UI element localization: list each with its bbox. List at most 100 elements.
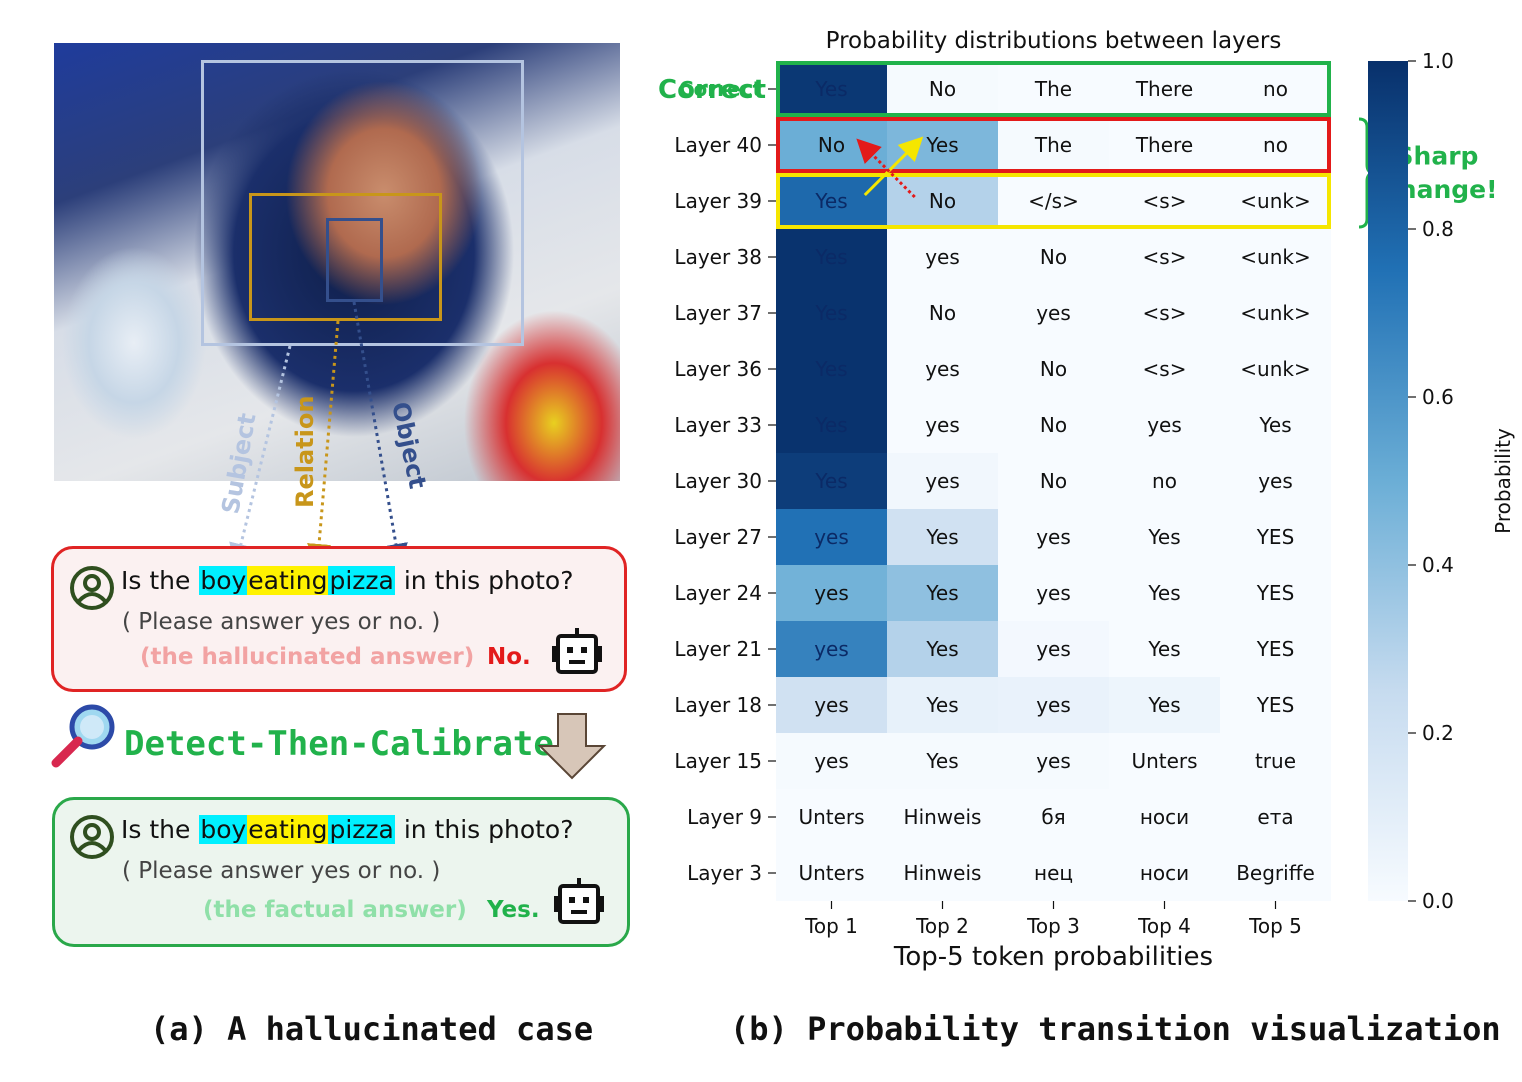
cell-token: <s> — [1143, 357, 1187, 381]
cell-token: yes — [1258, 469, 1293, 493]
cell-token: Hinweis — [904, 861, 982, 885]
hallucinated-answer-note: (the hallucinated answer) — [140, 644, 475, 670]
heatmap-cell — [998, 229, 1109, 285]
colorbar-tick-label: 1.0 — [1422, 49, 1454, 73]
heatmap-cell — [998, 117, 1109, 173]
cell-token: Yes — [814, 301, 847, 325]
cell-token: Yes — [1147, 693, 1180, 717]
cell-token: no — [1152, 469, 1177, 493]
heatmap-cell — [1220, 845, 1331, 901]
row-label: Layer 38 — [674, 245, 762, 269]
cell-token: There — [1135, 77, 1193, 101]
heatmap-cell — [887, 285, 998, 341]
word-boy: boy — [199, 566, 248, 595]
cell-token: <s> — [1143, 245, 1187, 269]
caption-b: (b) Probability transition visualization — [730, 1010, 1501, 1048]
layer40-highlight — [776, 117, 1331, 173]
cell-token: Yes — [1147, 525, 1180, 549]
colorbar-tick-label: 0.0 — [1422, 889, 1454, 913]
cell-token: Yes — [1147, 637, 1180, 661]
heatmap-cell — [776, 61, 887, 117]
cell-token: No — [1040, 469, 1067, 493]
cell-token: Yes — [814, 189, 847, 213]
heatmap-cell — [776, 509, 887, 565]
heatmap-cell — [887, 173, 998, 229]
cell-token: No — [929, 189, 956, 213]
cell-token: yes — [1147, 413, 1182, 437]
cell-token: нец — [1034, 861, 1073, 885]
heatmap-cell — [776, 621, 887, 677]
layer39-highlight — [776, 173, 1331, 229]
cell-token: YES — [1256, 525, 1295, 549]
col-label: Top 1 — [804, 914, 858, 938]
cell-token: YES — [1256, 637, 1295, 661]
heatmap-cell — [1220, 117, 1331, 173]
cell-token: ета — [1257, 805, 1293, 829]
heatmap-cell — [776, 397, 887, 453]
heatmap-cell — [776, 341, 887, 397]
cell-token: yes — [1036, 525, 1071, 549]
heatmap-cell — [998, 733, 1109, 789]
robot-icon — [552, 628, 602, 674]
heatmap-cell — [1220, 173, 1331, 229]
heatmap-cell — [1109, 117, 1220, 173]
colorbar — [1368, 61, 1408, 901]
heatmap-cell — [887, 229, 998, 285]
x-axis-label: Top-5 token probabilities — [893, 942, 1213, 972]
user-icon — [70, 815, 114, 859]
sharp-change-annotation: Sharp — [1396, 142, 1479, 171]
col-label: Top 3 — [1026, 914, 1080, 938]
cell-token: Unters — [1131, 749, 1197, 773]
cell-token: The — [1034, 133, 1072, 157]
heatmap-chart: Probability distributions between layers… — [658, 28, 1515, 972]
relation-arrow — [307, 320, 340, 568]
cell-token: Yes — [814, 413, 847, 437]
heatmap-cell — [1220, 397, 1331, 453]
cell-token: Yes — [814, 77, 847, 101]
factual-instruction: ( Please answer yes or no. ) — [122, 858, 441, 884]
heatmap-cell — [1220, 509, 1331, 565]
magnifier-icon — [51, 704, 115, 768]
col-label: Top 2 — [915, 914, 969, 938]
cell-token: бя — [1041, 805, 1065, 829]
cell-token: yes — [925, 413, 960, 437]
photo — [54, 43, 620, 481]
heatmap-cell — [887, 621, 998, 677]
cell-token: No — [1040, 245, 1067, 269]
correct-highlight — [776, 61, 1331, 117]
heatmap-cell — [1109, 565, 1220, 621]
heatmap-cell — [776, 229, 887, 285]
heatmap-cell — [1109, 61, 1220, 117]
factual-answer-note: (the factual answer) — [203, 897, 467, 923]
row-label: Layer 21 — [674, 637, 762, 661]
heatmap-cell — [998, 565, 1109, 621]
cell-token: <unk> — [1240, 357, 1310, 381]
heatmap-cell — [998, 173, 1109, 229]
row-label: Layer 36 — [674, 357, 762, 381]
cell-token: Unters — [798, 861, 864, 885]
heatmap-cell — [776, 285, 887, 341]
heatmap-cell — [998, 789, 1109, 845]
q-suffix: in this photo? — [403, 815, 574, 844]
row-label: Layer 18 — [674, 693, 762, 717]
cell-token: yes — [814, 749, 849, 773]
row-label: Correct — [679, 77, 763, 101]
cell-token: Yes — [925, 133, 958, 157]
cell-token: yes — [1036, 693, 1071, 717]
heatmap-cell — [1109, 453, 1220, 509]
q-prefix: Is the — [121, 566, 191, 595]
cell-token: Yes — [1147, 581, 1180, 605]
object-label: Object — [386, 399, 432, 491]
cell-token: No — [1040, 413, 1067, 437]
heatmap-cell — [1220, 789, 1331, 845]
chart-title: Probability distributions between layers — [826, 28, 1282, 54]
correct-annotation: Correct — [658, 75, 766, 105]
row-label: Layer 9 — [687, 805, 762, 829]
cell-token: no — [1263, 133, 1288, 157]
heatmap-cell — [1220, 677, 1331, 733]
heatmap-cell — [998, 61, 1109, 117]
cell-token: No — [818, 133, 845, 157]
cell-token: yes — [1036, 581, 1071, 605]
cell-token: Unters — [798, 805, 864, 829]
word-eating: eating — [247, 566, 329, 595]
